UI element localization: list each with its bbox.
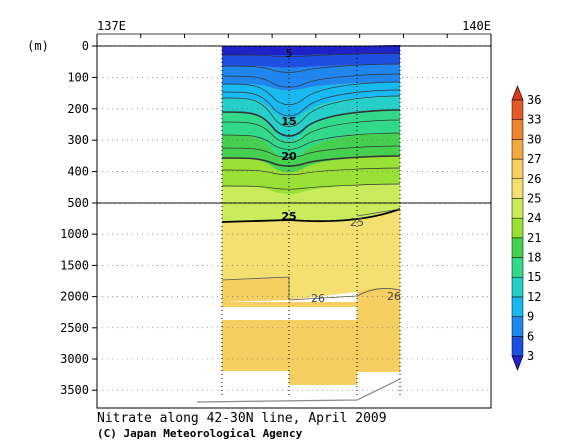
contour-line [221,208,401,223]
fill-band [222,320,289,371]
contour-label: 26 [311,292,325,305]
colorbar-label: 12 [527,290,541,304]
colorbar-label: 33 [527,113,541,127]
colorbar-label: 6 [527,329,534,343]
data-gap [222,307,357,320]
y-tick-label: 100 [67,70,89,84]
y-tick-label: 300 [67,133,89,147]
contour-line [221,183,401,190]
colorbar-label: 36 [527,93,541,107]
y-tick-label: 500 [67,196,89,210]
fill-band [222,203,400,222]
y-tick-label: 3000 [60,352,89,366]
y-tick-label: 400 [67,165,89,179]
colorbar-segment [511,257,524,278]
contour-line [221,119,401,144]
colorbar-label: 30 [527,132,541,146]
contour-line [221,109,401,137]
section-color-fill [222,45,400,385]
colorbar-segment [511,198,524,219]
sea-floor-line [196,378,401,403]
colorbar-label: 9 [527,310,534,324]
colorbar-label: 15 [527,270,541,284]
contour-label: 25 [281,210,296,223]
fill-band [222,53,400,68]
chart-title: Nitrate along 42-30N line, April 2009 [97,411,387,426]
colorbar-label: 21 [527,231,541,245]
colorbar-label: 18 [527,251,541,265]
plot-frame [96,45,492,409]
contour-line [221,63,401,73]
fill-band [222,64,400,91]
contour-line [221,89,401,117]
y-unit-label: (m) [27,39,49,53]
y-tick-label: 1000 [60,227,89,241]
colorbar-segment [511,336,524,357]
colorbar-segment [511,178,524,199]
contour-line [221,81,401,106]
colorbar-arrow-bottom [511,355,524,371]
colorbar-segment [511,276,524,298]
x-tick-label: 140E [462,19,491,33]
contour-label: 15 [281,115,296,128]
y-tick-label: 200 [67,102,89,116]
contour-line [356,208,401,217]
axes: 0 100 200 300 400 500 1000 1500 2000 2500 3000 3500… [27,19,492,409]
colorbar-segment [511,99,524,120]
colorbar-label: 24 [527,211,541,225]
colorbar-label: 27 [527,152,541,166]
contour-label: 20 [281,150,297,163]
colorbar-segment [511,296,524,317]
contour-line [221,167,401,176]
colorbar-arrow-top [511,85,524,101]
contour-line [221,155,401,167]
colorbar-segment [511,139,524,160]
colorbar-segment [511,316,524,337]
colorbar-segment [511,119,524,140]
fill-band [222,277,289,302]
y-tick-label: 3500 [60,383,89,397]
fill-band [222,302,357,307]
y-tick-label: 2000 [60,290,89,304]
x-tick-label: 137E [97,19,126,33]
contour-label: 5 [286,47,293,60]
colorbar-segment [511,217,524,239]
contour-lines [196,52,401,403]
colorbar-segment [511,237,524,258]
contour-line [221,52,401,57]
y-tick-label: 2500 [60,321,89,335]
copyright-credit: (C) Japan Meteorological Agency [97,427,303,440]
fill-band [289,320,357,385]
fill-band [357,302,400,372]
colorbar-label: 26 [527,172,541,186]
contour-line [221,276,401,301]
contour-label: 26 [387,290,401,303]
colorbar-segment [511,158,524,180]
contour-line [221,132,401,150]
contour-line [221,73,401,88]
fill-band [222,96,400,141]
y-tick-label: 0 [82,39,89,53]
contour-line [221,145,401,158]
colorbar-label: 3 [527,349,534,363]
fill-band [222,46,400,54]
fill-band [222,82,400,119]
y-tick-label: 1500 [60,258,89,272]
contour-line [221,95,401,128]
colorbar-label: 25 [527,191,541,205]
fill-band [222,156,400,194]
